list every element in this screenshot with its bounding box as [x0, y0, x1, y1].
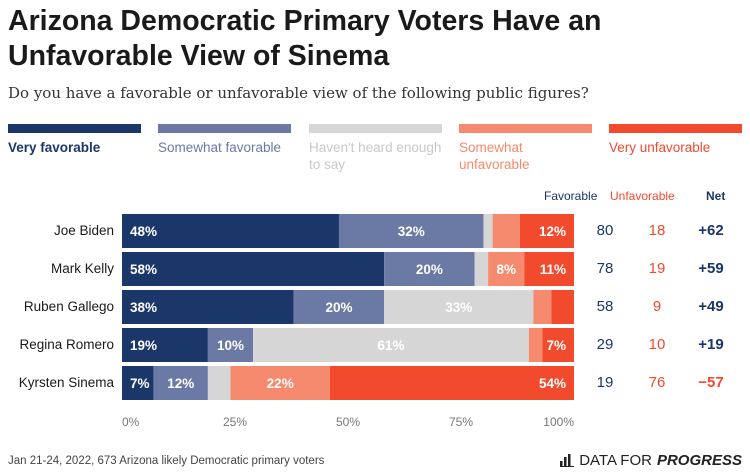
bar-segment — [551, 290, 574, 324]
net-value: +19 — [698, 336, 724, 353]
unfavorable-value: 10 — [648, 336, 666, 353]
x-tick-label: 75% — [449, 415, 473, 429]
bar-data-label: 12% — [167, 376, 194, 391]
bar-data-label: 61% — [377, 338, 404, 353]
bar-data-label: 20% — [325, 300, 352, 315]
legend-label: Haven't heard enough to say — [309, 140, 442, 172]
bar-segment — [384, 252, 475, 286]
favorable-value: 19 — [596, 374, 614, 391]
bar-segment — [542, 328, 574, 362]
bar-segment — [207, 366, 231, 400]
bar-chart-icon — [560, 454, 575, 467]
bar-segment — [384, 290, 534, 324]
net-value: +49 — [698, 298, 724, 315]
bar-segment — [519, 214, 574, 248]
favorable-value: 29 — [596, 336, 614, 353]
row-label: Ruben Gallego — [23, 299, 114, 314]
bar-segment — [329, 366, 574, 400]
legend-swatch — [8, 124, 141, 133]
stacked-bar-chart: 48% 32% 12% 58% 20% 8% 11% 38% 20% 33% 19% 10% 61% 7%… — [122, 214, 574, 429]
bar-data-label: 10% — [217, 338, 244, 353]
x-tick-label: 100% — [543, 415, 574, 429]
bar-data-label: 19% — [130, 338, 157, 353]
net-value: −57 — [698, 374, 724, 391]
bar-data-label: 38% — [130, 300, 157, 315]
bar-data-label: 11% — [540, 262, 566, 277]
legend-label: Very unfavorable — [609, 140, 711, 155]
brand-emphasis: PROGRESS — [656, 452, 742, 469]
bar-segment — [488, 252, 525, 286]
row-label: Kyrsten Sinema — [18, 375, 114, 390]
net-column-header: Net — [706, 189, 726, 203]
bar-segment — [338, 214, 484, 248]
bar-data-label: 32% — [398, 224, 425, 239]
unfavorable-value: 19 — [648, 260, 666, 277]
bar-data-label: 8% — [496, 262, 516, 277]
bar-segment — [122, 252, 385, 286]
bar-segment — [253, 328, 529, 362]
favorable-value: 58 — [596, 298, 614, 315]
unfavorable-value: 18 — [648, 222, 666, 239]
legend-item: Somewhat unfavorable — [459, 124, 592, 173]
bar-segment — [483, 214, 493, 248]
bar-data-label: 54% — [539, 376, 566, 391]
bar-data-label: 12% — [539, 224, 566, 239]
net-value: +59 — [698, 260, 724, 277]
unfavorable-value: 76 — [648, 374, 666, 391]
legend-label: Somewhat unfavorable — [459, 140, 530, 172]
bar-segment — [474, 252, 489, 286]
bar-segment — [153, 366, 208, 400]
bar-segment — [122, 328, 208, 362]
legend-swatch — [309, 124, 442, 133]
net-value: +62 — [698, 222, 724, 239]
bar-data-label: 20% — [416, 262, 443, 277]
bar-segment — [122, 214, 339, 248]
favorable-value: 80 — [596, 222, 614, 239]
legend-item: Somewhat favorable — [158, 124, 291, 156]
legend-swatch — [609, 124, 742, 133]
legend-item: Haven't heard enough to say — [309, 124, 442, 173]
row-label: Regina Romero — [19, 337, 114, 352]
brand-logo: DATA FOR PROGRESS — [560, 452, 742, 469]
legend-swatch — [459, 124, 592, 133]
bar-segment — [293, 290, 385, 324]
row-label: Mark Kelly — [50, 261, 114, 276]
footer-source: Jan 21-24, 2022, 673 Arizona likely Demo… — [8, 455, 325, 467]
bar-data-label: 48% — [130, 224, 157, 239]
bar-data-label: 58% — [130, 262, 157, 277]
bar-segment — [492, 214, 520, 248]
x-tick-label: 25% — [223, 415, 247, 429]
legend-label: Very favorable — [8, 140, 101, 155]
favorable-column-header: Favorable — [544, 189, 598, 203]
chart-subtitle: Do you have a favorable or unfavorable v… — [8, 84, 589, 102]
x-tick-label: 0% — [122, 415, 140, 429]
brand-prefix: DATA FOR — [579, 452, 652, 469]
unfavorable-column-header: Unfavorable — [610, 189, 675, 203]
bar-segment — [207, 328, 254, 362]
row-label: Joe Biden — [53, 223, 114, 238]
legend-item: Very favorable — [8, 124, 141, 156]
bar-segment — [122, 290, 294, 324]
legend-label: Somewhat favorable — [158, 140, 282, 155]
bar-data-label: 7% — [130, 376, 150, 391]
bar-segment — [122, 366, 154, 400]
bar-segment — [533, 290, 552, 324]
unfavorable-value: 9 — [652, 298, 662, 315]
bar-segment — [524, 252, 574, 286]
legend-item: Very unfavorable — [609, 124, 742, 156]
bar-segment — [528, 328, 543, 362]
bar-data-label: 7% — [546, 338, 566, 353]
legend-swatch — [158, 124, 291, 133]
bar-segment — [230, 366, 330, 400]
bar-data-label: 22% — [267, 376, 294, 391]
favorable-value: 78 — [596, 260, 614, 277]
x-tick-label: 50% — [336, 415, 360, 429]
bar-data-label: 33% — [445, 300, 472, 315]
chart-title: Arizona Democratic Primary Voters Have a… — [8, 5, 602, 72]
